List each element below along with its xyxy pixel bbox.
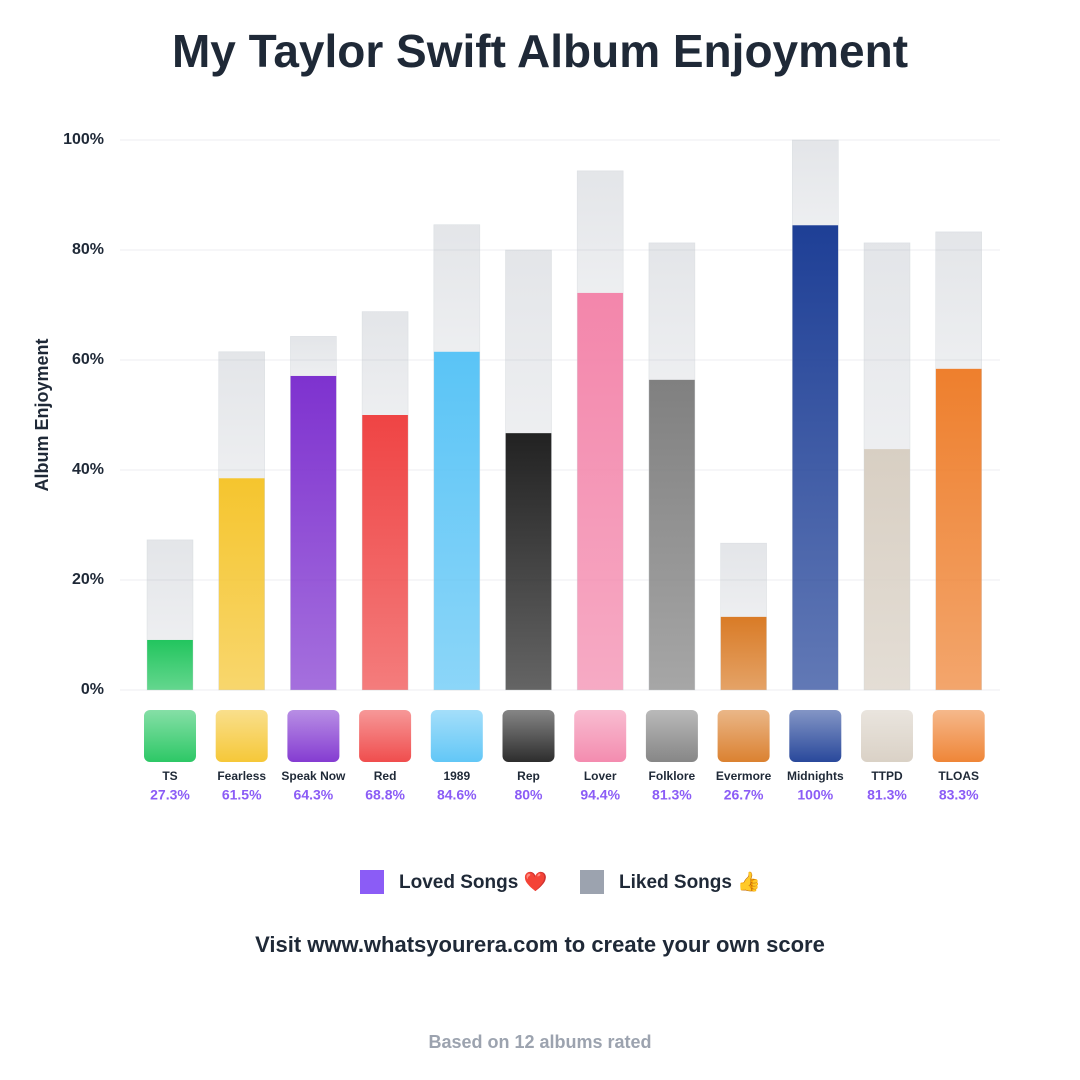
x-tick-label: Fearless xyxy=(217,769,266,783)
x-tick-label: Evermore xyxy=(716,769,772,783)
liked-segment xyxy=(147,539,193,640)
bar-outline xyxy=(433,224,481,691)
y-tick-label: 60% xyxy=(72,351,104,368)
x-tick-label: TS xyxy=(162,769,177,783)
total-label: 26.7% xyxy=(724,787,764,803)
liked-segment xyxy=(648,242,695,380)
total-label: 81.3% xyxy=(867,787,907,803)
bar-outline xyxy=(863,242,911,691)
liked-segment xyxy=(505,250,552,434)
loved-segment xyxy=(792,225,839,690)
bar-outline xyxy=(146,539,194,691)
album-cover xyxy=(144,710,196,762)
total-label: 84.6% xyxy=(437,787,477,803)
loved-segment xyxy=(648,379,695,690)
x-tick-label: TLOAS xyxy=(938,769,979,783)
bar-outline xyxy=(361,311,409,691)
x-tick-label: Red xyxy=(374,769,397,783)
y-tick-label: 80% xyxy=(72,241,104,258)
liked-segment xyxy=(433,224,480,352)
album-cover xyxy=(645,710,698,762)
liked-segment xyxy=(362,311,409,415)
legend-label: Loved Songs ❤️ xyxy=(399,871,548,893)
loved-segment xyxy=(362,415,409,690)
liked-segment xyxy=(290,336,337,376)
bar-outline xyxy=(648,242,696,691)
bar-outline xyxy=(290,336,337,691)
bar-outline xyxy=(935,231,983,691)
chart-title: My Taylor Swift Album Enjoyment xyxy=(172,25,908,77)
total-label: 27.3% xyxy=(150,787,190,803)
album-cover xyxy=(574,710,627,762)
liked-segment xyxy=(577,170,624,293)
loved-segment xyxy=(864,449,910,690)
legend-label: Liked Songs 👍 xyxy=(619,870,761,893)
loved-segment xyxy=(505,433,552,690)
total-label: 100% xyxy=(797,787,833,803)
loved-segment xyxy=(720,616,767,690)
y-tick-label: 40% xyxy=(72,461,104,478)
legend-swatch xyxy=(360,870,384,894)
total-label: 64.3% xyxy=(294,787,334,803)
y-tick-label: 0% xyxy=(81,681,104,698)
album-cover xyxy=(717,710,770,762)
bar-outline xyxy=(791,139,839,691)
x-tick-label: Midnights xyxy=(787,769,844,783)
total-label: 80% xyxy=(514,787,543,803)
loved-segment xyxy=(147,639,193,690)
call-to-action: Visit www.whatsyourera.com to create you… xyxy=(255,932,825,957)
album-cover xyxy=(430,710,483,762)
total-label: 94.4% xyxy=(580,787,620,803)
liked-segment xyxy=(720,543,767,617)
bar-outline xyxy=(720,542,767,691)
y-tick-label: 20% xyxy=(72,571,104,588)
liked-segment xyxy=(864,242,910,450)
loved-segment xyxy=(577,292,624,690)
total-label: 81.3% xyxy=(652,787,692,803)
y-tick-label: 100% xyxy=(63,131,104,148)
loved-segment xyxy=(935,368,982,690)
y-axis-label: Album Enjoyment xyxy=(32,338,52,491)
liked-segment xyxy=(218,351,265,479)
x-tick-label: TTPD xyxy=(871,769,903,783)
bar-outline xyxy=(505,249,552,691)
bar-outline xyxy=(576,170,624,691)
footer: Based on 12 albums rated xyxy=(428,1032,651,1052)
album-cover xyxy=(789,710,842,762)
x-tick-label: Rep xyxy=(517,769,540,783)
total-label: 83.3% xyxy=(939,787,979,803)
album-cover xyxy=(215,710,268,762)
loved-segment xyxy=(290,375,337,690)
x-tick-label: 1989 xyxy=(443,769,470,783)
album-cover xyxy=(287,710,340,762)
loved-segment xyxy=(433,351,480,690)
album-cover xyxy=(359,710,412,762)
bar-outline xyxy=(218,351,265,691)
x-tick-label: Lover xyxy=(584,769,617,783)
album-cover xyxy=(932,710,985,762)
loved-segment xyxy=(218,478,265,690)
total-label: 61.5% xyxy=(222,787,262,803)
total-label: 68.8% xyxy=(365,787,405,803)
liked-segment xyxy=(792,140,839,226)
liked-segment xyxy=(935,231,982,369)
x-tick-label: Folklore xyxy=(649,769,696,783)
x-tick-label: Speak Now xyxy=(281,769,346,783)
legend-swatch xyxy=(580,870,604,894)
album-cover xyxy=(502,710,555,762)
album-cover xyxy=(861,710,913,762)
